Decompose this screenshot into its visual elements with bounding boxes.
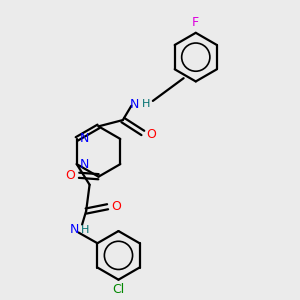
- Text: N: N: [80, 132, 89, 146]
- Text: O: O: [66, 169, 76, 182]
- Text: N: N: [69, 223, 79, 236]
- Text: Cl: Cl: [112, 283, 124, 296]
- Text: O: O: [146, 128, 156, 141]
- Text: N: N: [130, 98, 140, 111]
- Text: F: F: [192, 16, 199, 28]
- Text: H: H: [81, 225, 89, 235]
- Text: H: H: [142, 99, 150, 109]
- Text: O: O: [111, 200, 121, 213]
- Text: N: N: [80, 158, 89, 171]
